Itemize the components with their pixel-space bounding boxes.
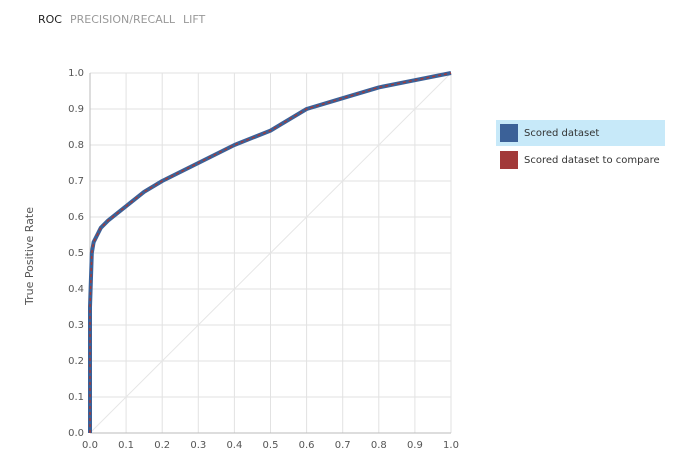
y-tick-label: 0.5 [68, 248, 84, 259]
y-tick-label: 0.8 [68, 140, 84, 151]
legend-label[interactable]: Scored dataset [524, 128, 599, 139]
x-tick-label: 0.6 [299, 440, 315, 451]
x-tick-label: 0.7 [335, 440, 351, 451]
x-tick-label: 0.5 [263, 440, 279, 451]
legend-swatch[interactable] [500, 151, 518, 169]
x-tick-label: 0.2 [154, 440, 170, 451]
x-tick-label: 0.9 [407, 440, 423, 451]
tab[interactable]: PRECISION/RECALL [70, 13, 176, 26]
legend-swatch[interactable] [500, 124, 518, 142]
tab[interactable]: ROC [38, 13, 62, 26]
legend-label[interactable]: Scored dataset to compare [524, 155, 660, 166]
x-tick-label: 0.0 [82, 440, 98, 451]
y-tick-label: 0.3 [68, 320, 84, 331]
y-tick-label: 0.7 [68, 176, 84, 187]
legend-highlight [496, 120, 665, 146]
x-tick-label: 0.1 [118, 440, 134, 451]
y-tick-label: 1.0 [68, 68, 84, 79]
x-tick-label: 1.0 [443, 440, 459, 451]
series-line [88, 71, 452, 433]
y-tick-label: 0.0 [68, 428, 84, 439]
diagonal [89, 72, 452, 434]
tab[interactable]: LIFT [183, 13, 206, 26]
y-tick-label: 0.9 [68, 104, 84, 115]
x-tick-label: 0.8 [371, 440, 387, 451]
y-tick-label: 0.2 [68, 356, 84, 367]
x-tick-label: 0.3 [190, 440, 206, 451]
y-axis-label: True Positive Rate [23, 207, 36, 306]
y-tick-label: 0.6 [68, 212, 84, 223]
x-tick-label: 0.4 [226, 440, 242, 451]
y-tick-label: 0.4 [68, 284, 84, 295]
y-tick-label: 0.1 [68, 392, 84, 403]
